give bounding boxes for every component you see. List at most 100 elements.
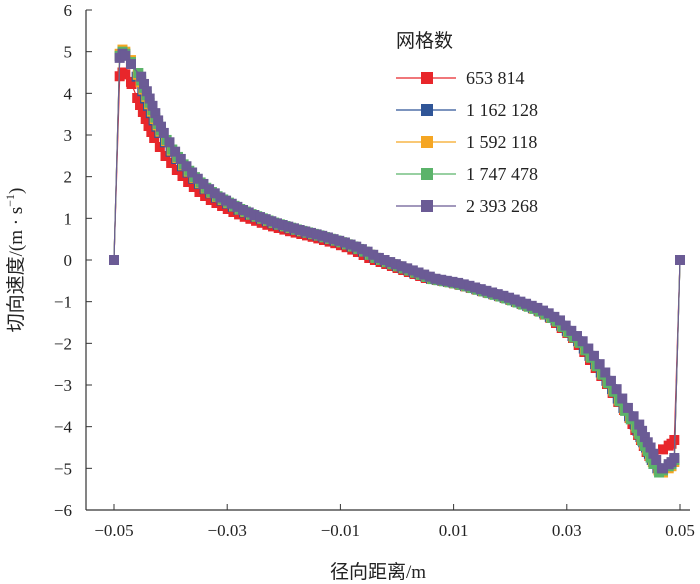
data-point: [183, 177, 194, 187]
data-point: [470, 282, 481, 293]
y-tick-label: −6: [54, 501, 72, 520]
data-point: [272, 218, 283, 229]
data-point: [645, 442, 656, 453]
data-point: [430, 273, 441, 284]
legend-label: 653 814: [466, 68, 525, 88]
series-5: [109, 48, 685, 474]
data-point: [379, 255, 390, 265]
data-point: [385, 257, 396, 268]
y-tick-label: 3: [64, 126, 73, 145]
data-point: [187, 167, 198, 178]
x-tick-label: 0.03: [552, 521, 582, 540]
data-point: [205, 195, 216, 205]
data-point: [209, 188, 220, 199]
data-point: [453, 277, 464, 288]
data-point: [160, 151, 171, 161]
data-point: [150, 108, 161, 119]
data-point: [170, 146, 181, 157]
data-point: [305, 227, 316, 238]
data-point: [177, 171, 188, 181]
legend-item: 2 393 268: [396, 196, 538, 216]
data-point: [294, 225, 305, 235]
data-point: [424, 271, 435, 282]
legend-item: 1 747 478: [396, 164, 538, 184]
y-tick-label: 2: [64, 168, 73, 187]
data-point: [120, 69, 131, 80]
data-point: [498, 290, 509, 301]
data-point: [138, 78, 149, 89]
data-point: [204, 184, 215, 195]
data-point: [658, 463, 669, 474]
legend-title: 网格数: [396, 30, 453, 52]
data-point: [266, 216, 277, 227]
data-point: [675, 255, 685, 265]
data-point: [504, 292, 515, 303]
legend-marker: [421, 168, 433, 180]
y-tick-label: 6: [64, 1, 73, 20]
data-point: [181, 161, 192, 172]
legend-marker: [421, 104, 433, 116]
data-point: [583, 343, 594, 354]
legend-label: 1 162 128: [466, 100, 538, 120]
data-point: [413, 267, 424, 278]
data-point: [339, 237, 350, 248]
series-layer: [109, 44, 685, 478]
legend-marker: [421, 136, 433, 148]
data-point: [628, 411, 639, 422]
data-point: [147, 100, 158, 111]
data-point: [345, 239, 356, 250]
legend-label: 1 592 118: [466, 132, 537, 152]
data-point: [605, 375, 616, 386]
data-point: [487, 287, 498, 298]
data-point: [464, 280, 475, 291]
data-point: [658, 444, 669, 455]
y-tick-label: 5: [64, 43, 73, 62]
legend-label: 1 747 478: [466, 164, 538, 184]
data-point: [132, 93, 143, 103]
data-point: [215, 192, 226, 203]
data-point: [639, 432, 650, 443]
x-tick-label: 0.05: [665, 521, 695, 540]
data-point: [143, 121, 154, 131]
legend-label: 2 393 268: [466, 196, 538, 216]
data-point: [125, 59, 136, 70]
data-point: [232, 201, 243, 212]
data-point: [283, 221, 294, 232]
legend-item: 1 162 128: [396, 100, 538, 120]
x-tick-label: −0.01: [321, 521, 360, 540]
data-point: [532, 302, 543, 313]
data-point: [221, 195, 232, 206]
data-point: [260, 214, 271, 225]
data-point: [238, 205, 249, 215]
data-point: [521, 298, 532, 309]
data-point: [526, 300, 537, 311]
data-point: [622, 402, 633, 413]
data-point: [351, 241, 362, 252]
data-point: [555, 315, 566, 326]
legend-marker: [421, 200, 433, 212]
data-point: [634, 419, 645, 430]
data-point: [436, 274, 447, 285]
data-point: [566, 325, 577, 336]
data-point: [651, 455, 662, 465]
data-point: [243, 207, 254, 218]
data-point: [447, 276, 458, 287]
data-point: [334, 235, 345, 246]
y-tick-label: −1: [54, 293, 72, 312]
y-tick-label: 1: [64, 209, 73, 228]
data-point: [617, 393, 628, 404]
data-point: [407, 265, 418, 276]
data-point: [648, 448, 659, 459]
data-point: [188, 182, 199, 192]
data-point: [171, 165, 182, 175]
data-point: [192, 173, 203, 184]
data-point: [222, 204, 233, 214]
data-point: [594, 359, 605, 370]
data-point: [600, 367, 611, 378]
legend-marker: [421, 72, 433, 84]
data-point: [538, 305, 549, 316]
data-point: [317, 230, 328, 241]
y-tick-label: 0: [64, 251, 73, 270]
data-point: [637, 425, 648, 436]
